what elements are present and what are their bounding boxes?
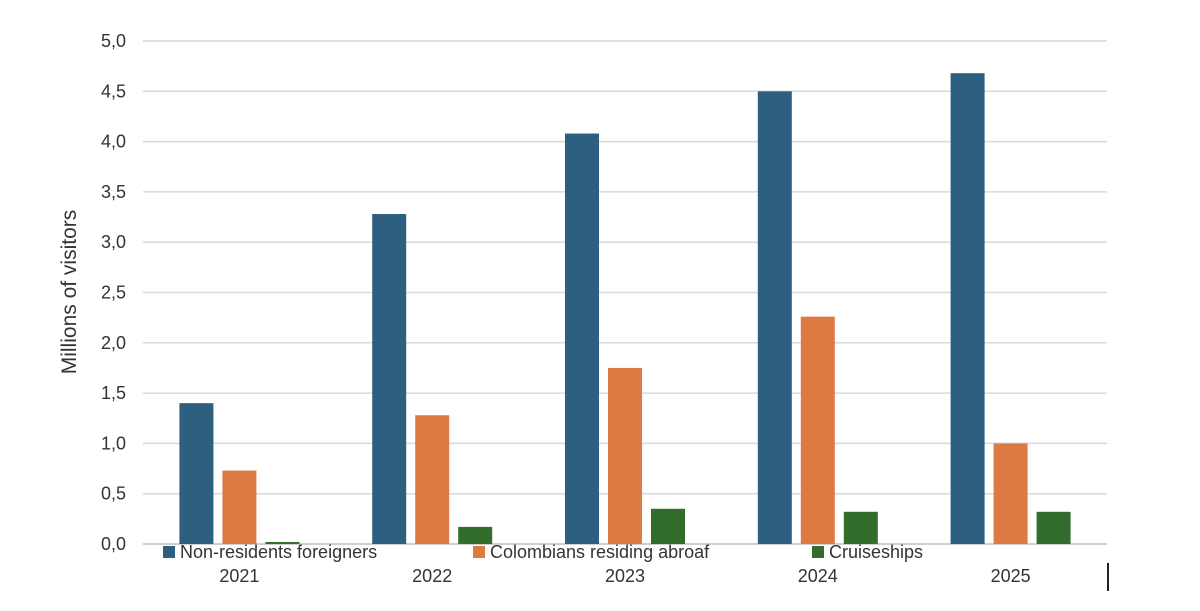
bar (265, 541, 300, 544)
x-tick-label: 2021 (219, 566, 259, 586)
bar (458, 526, 493, 544)
bar (843, 511, 878, 544)
legend-swatch (812, 546, 824, 558)
legend-swatch (163, 546, 175, 558)
y-axis-label: Millions of visitors (58, 210, 81, 375)
bar (222, 470, 257, 544)
bar (372, 214, 407, 545)
bars (179, 73, 1071, 545)
bar (179, 403, 214, 544)
legend-label: Colombians residing abroaf (490, 542, 710, 562)
bar (757, 91, 792, 545)
legend-label: Cruiseships (829, 542, 923, 562)
bar (1036, 511, 1071, 544)
legend-label: Non-residents foreigners (180, 542, 377, 562)
legend-swatch (473, 546, 485, 558)
bar (608, 367, 642, 544)
x-tick-label: 2025 (991, 566, 1031, 586)
bar (993, 443, 1028, 544)
y-tick-label: 0,0 (101, 534, 126, 554)
y-tick-label: 4,5 (101, 81, 126, 101)
y-tick-label: 2,5 (101, 283, 126, 303)
y-axis-ticks: 0,0 0,5 1,0 1,5 2,0 2,5 3,0 3,5 4,0 4,5 5,0 (101, 31, 126, 554)
y-tick-label: 2,0 (101, 333, 126, 353)
y-tick-label: 4,0 (101, 132, 126, 152)
x-tick-label: 2024 (798, 566, 838, 586)
gridlines (143, 40, 1107, 545)
y-tick-label: 1,0 (101, 433, 126, 453)
bar (651, 508, 685, 544)
x-tick-label: 2022 (412, 566, 452, 586)
y-tick-label: 1,5 (101, 383, 126, 403)
legend: Non-residents foreigners Colombians resid… (163, 542, 923, 562)
bar (415, 415, 450, 544)
x-axis-ticks: 2021 2022 2023 2024 2025 (219, 566, 1030, 586)
y-tick-label: 0,5 (101, 484, 126, 504)
y-tick-label: 3,0 (101, 232, 126, 252)
y-tick-label: 3,5 (101, 182, 126, 202)
bar (950, 73, 985, 544)
y-tick-label: 5,0 (101, 31, 126, 51)
bar (800, 316, 835, 544)
x-tick-label: 2023 (605, 566, 645, 586)
bar (565, 133, 599, 544)
